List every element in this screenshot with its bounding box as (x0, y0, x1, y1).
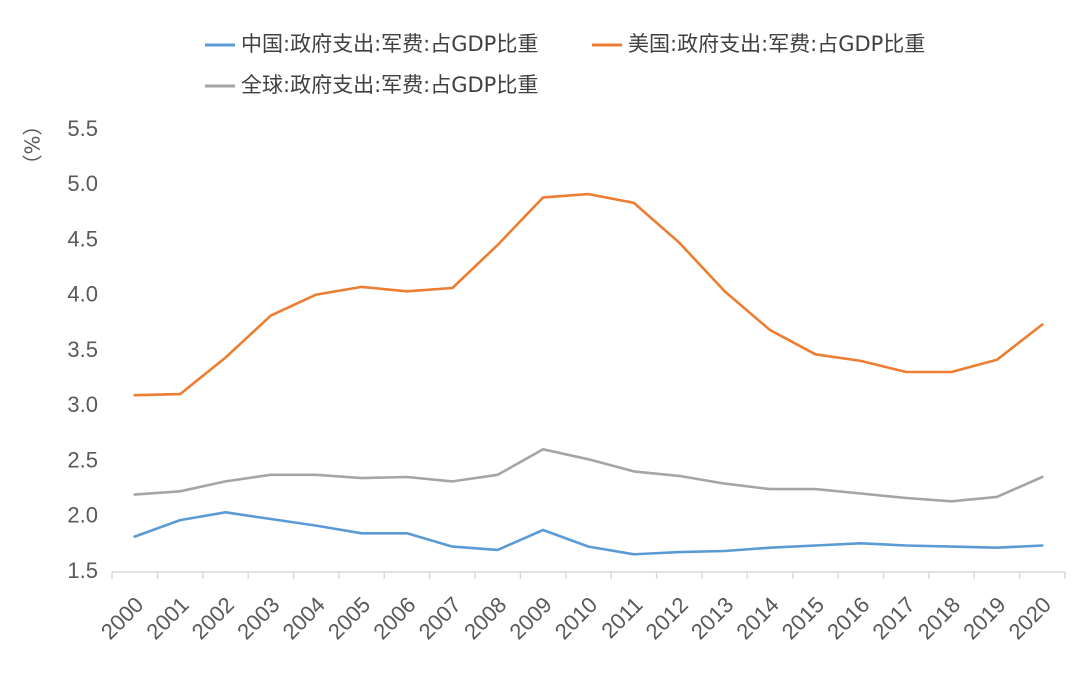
y-axis-unit-label: （%） (20, 115, 44, 174)
y-tick-label: 4.0 (67, 282, 98, 307)
series-lines (133, 192, 1044, 556)
y-tick-label: 3.0 (67, 392, 98, 417)
legend-label: 中国:政府支出:军费:占GDP比重 (241, 32, 538, 56)
series-line-3 (133, 447, 1044, 503)
y-axis: 1.5 2.0 2.5 3.0 3.5 4.0 4.5 5.0 5.5 (67, 116, 98, 583)
legend-label: 全球:政府支出:军费:占GDP比重 (241, 73, 538, 97)
y-tick-label: 2.5 (67, 447, 98, 472)
y-tick-label: 5.0 (67, 171, 98, 196)
series-line-1 (133, 510, 1044, 556)
y-tick-label: 3.5 (67, 337, 98, 362)
series-line-2 (133, 192, 1044, 397)
y-tick-label: 4.5 (67, 226, 98, 251)
y-tick-label: 5.5 (67, 116, 98, 141)
legend: 中国:政府支出:军费:占GDP比重 美国:政府支出:军费:占GDP比重全球:政府支… (205, 32, 925, 97)
y-tick-label: 1.5 (67, 558, 98, 583)
legend-label: 美国:政府支出:军费:占GDP比重 (628, 32, 925, 56)
y-tick-label: 2.0 (67, 503, 98, 528)
